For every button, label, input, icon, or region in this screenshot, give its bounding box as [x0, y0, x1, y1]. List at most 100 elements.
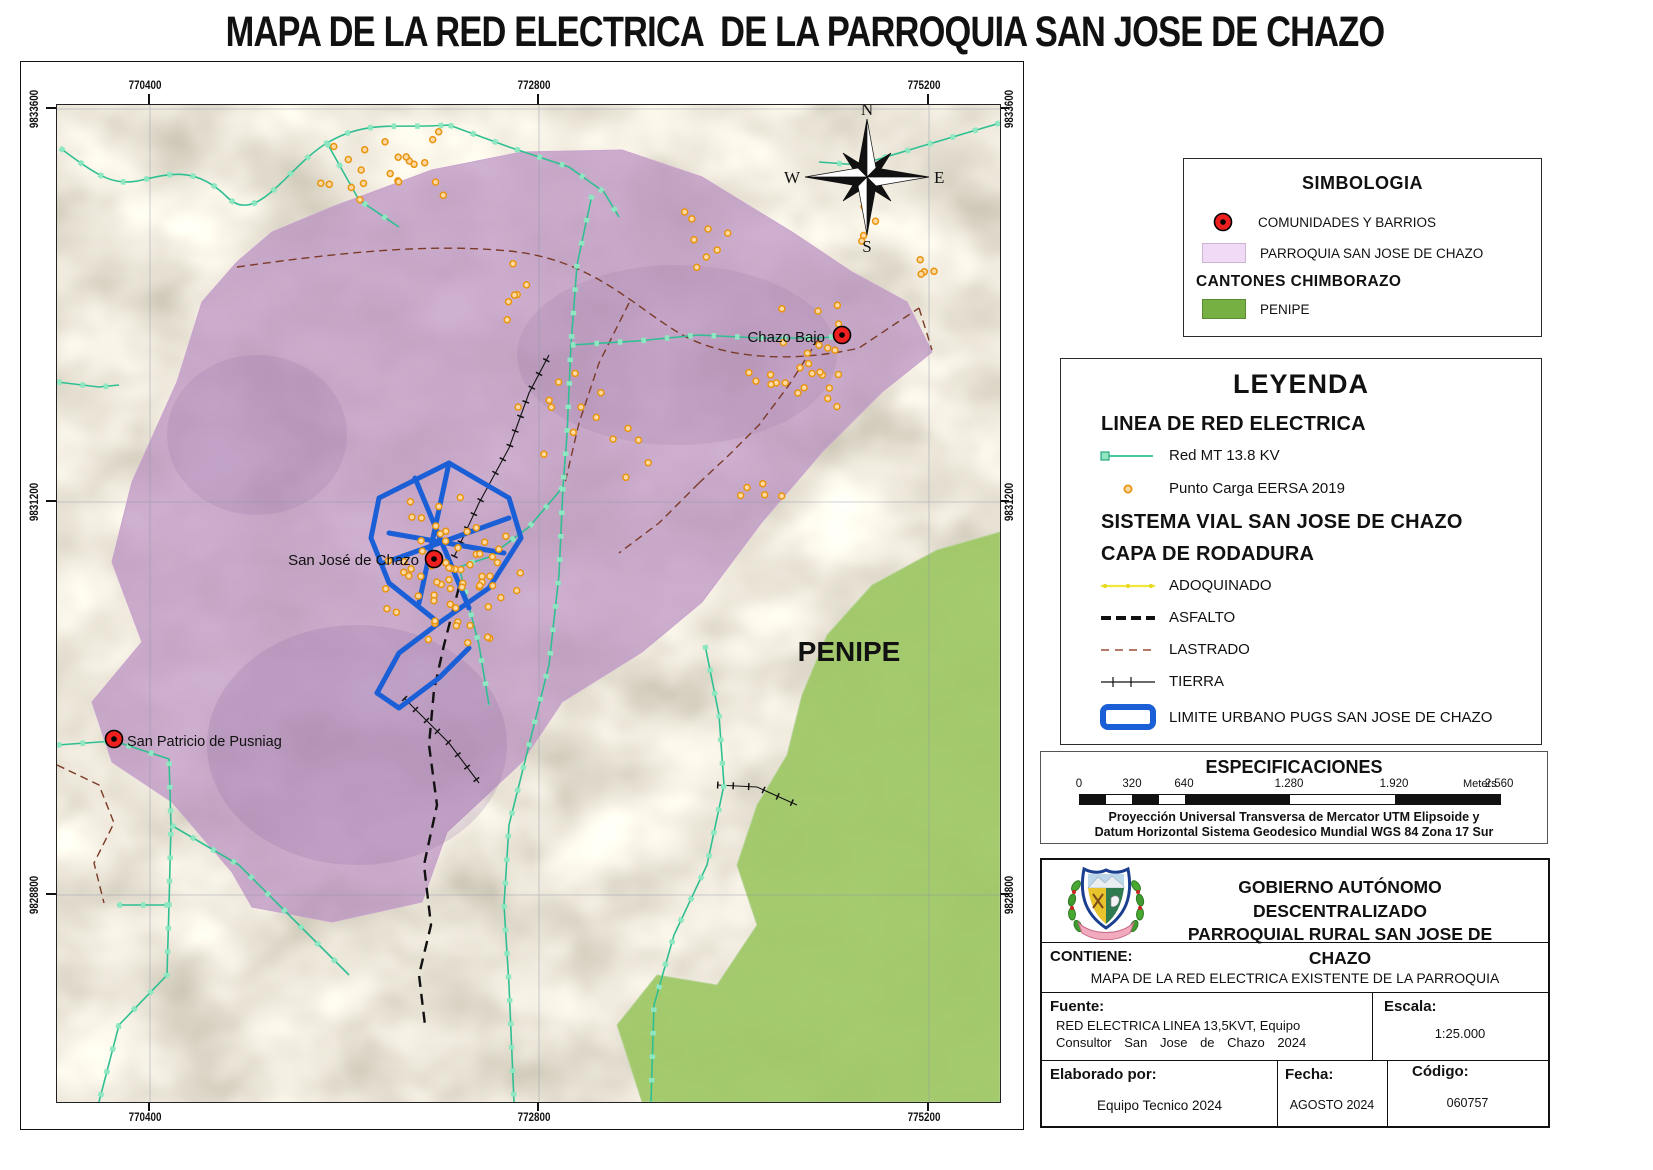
adoquinado-line-icon [1101, 583, 1155, 588]
page-title: MAPA DE LA RED ELECTRICA DE LA PARROQUIA… [225, 8, 1386, 56]
parroquia-swatch [1202, 243, 1246, 263]
leyenda-item-label: Red MT 13.8 KV [1169, 447, 1280, 464]
scale-tick: 2.560 [1484, 778, 1514, 790]
y-axis-label: 9833600 [1002, 89, 1016, 129]
road-tierra [401, 353, 799, 809]
place-label-san-patricio: San Patricio de Pusniag [127, 734, 282, 750]
elaborado-label: Elaborado por: [1050, 1066, 1157, 1083]
x-axis-label: 775200 [907, 1110, 941, 1124]
svg-text:S: S [862, 237, 871, 256]
red-mt-lines [57, 120, 1000, 1102]
simbologia-subtitle: CANTONES CHIMBORAZO [1196, 273, 1402, 290]
scale-tick: 1.280 [1274, 778, 1304, 790]
scale-tick: 1.920 [1379, 778, 1409, 790]
contiene-label: CONTIENE: [1050, 948, 1133, 965]
y-axis-label: 9828800 [1002, 875, 1016, 915]
axis-tick [148, 94, 150, 104]
x-axis-label: 770400 [128, 1110, 162, 1124]
community-marker [424, 549, 444, 569]
fuente-label: Fuente: [1050, 998, 1105, 1015]
divider [1042, 1060, 1548, 1061]
place-label-penipe: PENIPE [798, 636, 901, 667]
punto-carga-dots [317, 128, 938, 647]
axis-tick [999, 500, 1009, 502]
projection-text: Datum Horizontal Sistema Geodesico Mundi… [1094, 825, 1494, 839]
x-axis-label: 772800 [517, 1110, 551, 1124]
compass-rose-icon [804, 118, 930, 236]
leyenda-item-label: LASTRADO [1169, 641, 1250, 658]
elaborado-value: Equipo Tecnico 2024 [1096, 1098, 1223, 1113]
scale-tick: 640 [1174, 778, 1194, 790]
codigo-label: Código: [1412, 1063, 1469, 1080]
fuente-value: RED ELECTRICA LINEA 13,5KVT, Equipo [1056, 1018, 1301, 1033]
y-axis-label: 9833600 [27, 89, 41, 129]
electric-section-header: LINEA DE RED ELECTRICA [1101, 413, 1366, 435]
tierra-line-icon [1101, 676, 1155, 687]
fuente-value: Consultor San Jose de Chazo 2024 [1056, 1035, 1307, 1050]
svg-text:N: N [861, 105, 873, 119]
y-axis-label: 9831200 [27, 482, 41, 522]
especificaciones-title: ESPECIFICACIONES [1205, 757, 1383, 777]
punto-carga-icon [1123, 484, 1133, 493]
community-marker-icon [1213, 212, 1233, 232]
leyenda-item-label: Punto Carga EERSA 2019 [1169, 480, 1345, 497]
fecha-label: Fecha: [1285, 1066, 1334, 1083]
divider [1042, 942, 1548, 943]
axis-tick [46, 107, 56, 109]
contiene-value: MAPA DE LA RED ELECTRICA EXISTENTE DE LA… [1090, 970, 1500, 986]
red-mt-line-icon [1100, 450, 1153, 461]
axis-tick [537, 94, 539, 104]
road-lastrado [57, 247, 933, 904]
parroquia-polygon [91, 149, 933, 923]
axis-tick [148, 1101, 150, 1111]
place-label-chazo-bajo: Chazo Bajo [747, 329, 825, 346]
scale-bar-segments [1079, 794, 1501, 805]
axis-tick [999, 107, 1009, 109]
leyenda-item-label: TIERRA [1169, 673, 1225, 690]
axis-tick [46, 500, 56, 502]
x-axis-label: 770400 [128, 78, 162, 92]
especificaciones-box: ESPECIFICACIONES 0 320 640 1.280 1.920 2… [1040, 751, 1548, 844]
scale-tick: 320 [1122, 778, 1142, 790]
axis-tick [46, 893, 56, 895]
parish-coat-of-arms [1067, 866, 1145, 940]
penipe-polygon [616, 531, 1000, 1102]
rodadura-section-header: CAPA DE RODADURA [1101, 543, 1315, 565]
government-header: GOBIERNO AUTÓNOMO DESCENTRALIZADO PARROQ… [1187, 877, 1493, 968]
svg-text:E: E [934, 168, 944, 187]
leyenda-box: LEYENDA LINEA DE RED ELECTRICA Red MT 13… [1060, 358, 1542, 745]
projection-text: Proyección Universal Transversa de Merca… [1108, 810, 1480, 824]
map-svg: Chazo Bajo San José de Chazo San Patrici… [57, 105, 1000, 1102]
leyenda-item-label: LIMITE URBANO PUGS SAN JOSE DE CHAZO [1169, 708, 1493, 726]
map-panel: 770400 772800 775200 770400 772800 77520… [20, 61, 1024, 1130]
vial-section-header: SISTEMA VIAL SAN JOSE DE CHAZO [1101, 511, 1463, 533]
y-axis-label: 9828800 [27, 875, 41, 915]
place-label-san-jose: San José de Chazo [288, 552, 419, 569]
simbologia-item-label: PENIPE [1260, 301, 1310, 317]
scale-bar: 0 320 640 1.280 1.920 2.560 [1076, 778, 1513, 814]
y-axis-label: 9831200 [1002, 482, 1016, 522]
leyenda-title: LEYENDA [1232, 369, 1369, 399]
simbologia-box: SIMBOLOGIA COMUNIDADES Y BARRIOS PARROQU… [1183, 158, 1542, 337]
escala-label: Escala: [1384, 998, 1437, 1015]
divider [1042, 992, 1548, 993]
compass-letters: N S E W [784, 105, 944, 256]
road-asfalto [417, 586, 461, 1026]
divider [1387, 1060, 1388, 1126]
leyenda-item-label: ASFALTO [1169, 609, 1236, 626]
x-axis-label: 775200 [907, 78, 941, 92]
map-canvas: Chazo Bajo San José de Chazo San Patrici… [56, 104, 1001, 1103]
leyenda-item-label: ADOQUINADO [1169, 577, 1272, 594]
x-axis-label: 772800 [517, 78, 551, 92]
info-box: GOBIERNO AUTÓNOMO DESCENTRALIZADO PARROQ… [1040, 858, 1550, 1128]
lastrado-line-icon [1101, 648, 1155, 651]
axis-tick [537, 1101, 539, 1111]
limite-urbano-icon [1100, 704, 1156, 730]
escala-value: 1:25.000 [1434, 1026, 1486, 1041]
graticule [57, 105, 1000, 1102]
simbologia-item-label: PARROQUIA SAN JOSE DE CHAZO [1260, 245, 1484, 261]
axis-tick [927, 1101, 929, 1111]
scale-units-label: Meters [1463, 778, 1497, 790]
axis-tick [927, 94, 929, 104]
